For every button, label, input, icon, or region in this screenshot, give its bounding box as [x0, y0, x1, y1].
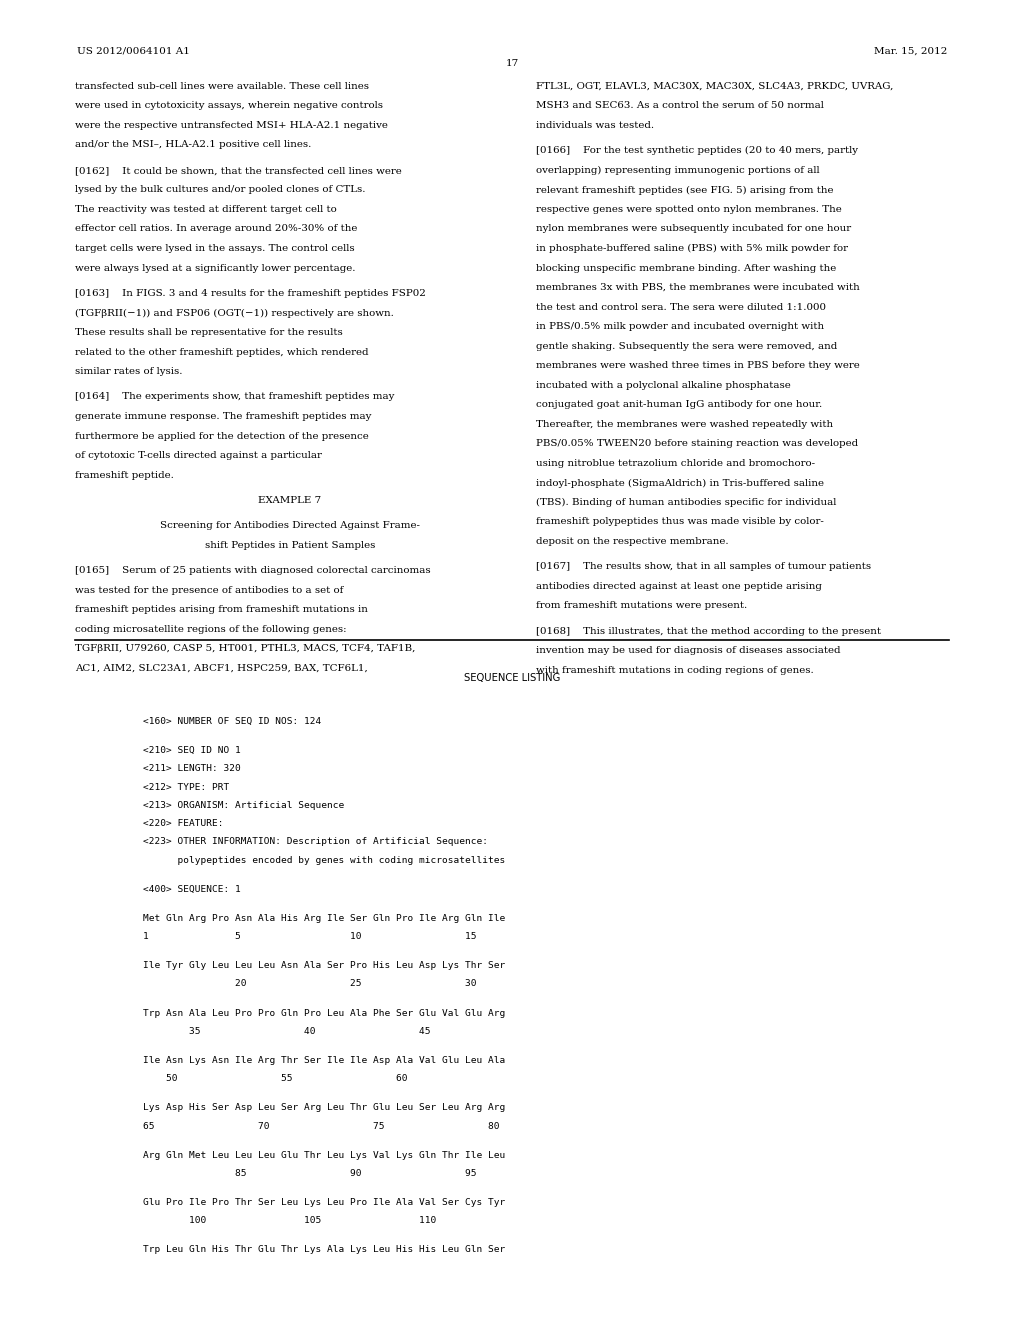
Text: [0162]    It could be shown, that the transfected cell lines were: [0162] It could be shown, that the trans…: [75, 166, 401, 174]
Text: individuals was tested.: individuals was tested.: [536, 121, 653, 129]
Text: respective genes were spotted onto nylon membranes. The: respective genes were spotted onto nylon…: [536, 205, 842, 214]
Text: frameshift peptides arising from frameshift mutations in: frameshift peptides arising from framesh…: [75, 606, 368, 614]
Text: effector cell ratios. In average around 20%-30% of the: effector cell ratios. In average around …: [75, 224, 357, 234]
Text: <160> NUMBER OF SEQ ID NOS: 124: <160> NUMBER OF SEQ ID NOS: 124: [143, 717, 322, 726]
Text: 35                  40                  45: 35 40 45: [143, 1027, 431, 1036]
Text: MSH3 and SEC63. As a control the serum of 50 normal: MSH3 and SEC63. As a control the serum o…: [536, 102, 823, 111]
Text: relevant frameshift peptides (see FIG. 5) arising from the: relevant frameshift peptides (see FIG. 5…: [536, 185, 834, 194]
Text: shift Peptides in Patient Samples: shift Peptides in Patient Samples: [205, 541, 375, 550]
Text: frameshift peptide.: frameshift peptide.: [75, 471, 174, 479]
Text: conjugated goat anit-human IgG antibody for one hour.: conjugated goat anit-human IgG antibody …: [536, 400, 822, 409]
Text: in PBS/0.5% milk powder and incubated overnight with: in PBS/0.5% milk powder and incubated ov…: [536, 322, 823, 331]
Text: deposit on the respective membrane.: deposit on the respective membrane.: [536, 537, 728, 546]
Text: EXAMPLE 7: EXAMPLE 7: [258, 496, 322, 506]
Text: TGFβRII, U79260, CASP 5, HT001, PTHL3, MACS, TCF4, TAF1B,: TGFβRII, U79260, CASP 5, HT001, PTHL3, M…: [75, 644, 415, 653]
Text: <210> SEQ ID NO 1: <210> SEQ ID NO 1: [143, 746, 241, 755]
Text: 85                  90                  95: 85 90 95: [143, 1170, 477, 1177]
Text: [0165]    Serum of 25 patients with diagnosed colorectal carcinomas: [0165] Serum of 25 patients with diagnos…: [75, 566, 430, 576]
Text: and/or the MSI–, HLA-A2.1 positive cell lines.: and/or the MSI–, HLA-A2.1 positive cell …: [75, 140, 311, 149]
Text: antibodies directed against at least one peptide arising: antibodies directed against at least one…: [536, 582, 821, 591]
Text: Trp Leu Gln His Thr Glu Thr Lys Ala Lys Leu His His Leu Gln Ser: Trp Leu Gln His Thr Glu Thr Lys Ala Lys …: [143, 1245, 506, 1254]
Text: similar rates of lysis.: similar rates of lysis.: [75, 367, 182, 376]
Text: [0163]    In FIGS. 3 and 4 results for the frameshift peptides FSP02: [0163] In FIGS. 3 and 4 results for the …: [75, 289, 426, 298]
Text: [0164]    The experiments show, that frameshift peptides may: [0164] The experiments show, that frames…: [75, 392, 394, 401]
Text: 17: 17: [506, 59, 518, 69]
Text: (TBS). Binding of human antibodies specific for individual: (TBS). Binding of human antibodies speci…: [536, 498, 836, 507]
Text: with frameshift mutations in coding regions of genes.: with frameshift mutations in coding regi…: [536, 667, 813, 675]
Text: Arg Gln Met Leu Leu Leu Glu Thr Leu Lys Val Lys Gln Thr Ile Leu: Arg Gln Met Leu Leu Leu Glu Thr Leu Lys …: [143, 1151, 506, 1160]
Text: Screening for Antibodies Directed Against Frame-: Screening for Antibodies Directed Agains…: [160, 521, 420, 531]
Text: SEQUENCE LISTING: SEQUENCE LISTING: [464, 673, 560, 684]
Text: <211> LENGTH: 320: <211> LENGTH: 320: [143, 764, 241, 774]
Text: nylon membranes were subsequently incubated for one hour: nylon membranes were subsequently incuba…: [536, 224, 851, 234]
Text: 1               5                   10                  15: 1 5 10 15: [143, 932, 477, 941]
Text: These results shall be representative for the results: These results shall be representative fo…: [75, 327, 342, 337]
Text: was tested for the presence of antibodies to a set of: was tested for the presence of antibodie…: [75, 586, 343, 595]
Text: were the respective untransfected MSI+ HLA-A2.1 negative: were the respective untransfected MSI+ H…: [75, 121, 388, 129]
Text: membranes 3x with PBS, the membranes were incubated with: membranes 3x with PBS, the membranes wer…: [536, 282, 859, 292]
Text: <220> FEATURE:: <220> FEATURE:: [143, 820, 224, 828]
Text: Ile Asn Lys Asn Ile Arg Thr Ser Ile Ile Asp Ala Val Glu Leu Ala: Ile Asn Lys Asn Ile Arg Thr Ser Ile Ile …: [143, 1056, 506, 1065]
Text: <400> SEQUENCE: 1: <400> SEQUENCE: 1: [143, 884, 241, 894]
Text: 65                  70                  75                  80: 65 70 75 80: [143, 1122, 500, 1130]
Text: frameshift polypeptides thus was made visible by color-: frameshift polypeptides thus was made vi…: [536, 517, 823, 527]
Text: <223> OTHER INFORMATION: Description of Artificial Sequence:: <223> OTHER INFORMATION: Description of …: [143, 837, 488, 846]
Text: invention may be used for diagnosis of diseases associated: invention may be used for diagnosis of d…: [536, 647, 840, 656]
Text: transfected sub-cell lines were available. These cell lines: transfected sub-cell lines were availabl…: [75, 82, 369, 91]
Text: Thereafter, the membranes were washed repeatedly with: Thereafter, the membranes were washed re…: [536, 420, 833, 429]
Text: [0167]    The results show, that in all samples of tumour patients: [0167] The results show, that in all sam…: [536, 562, 870, 572]
Text: 50                  55                  60: 50 55 60: [143, 1074, 408, 1084]
Text: AC1, AIM2, SLC23A1, ABCF1, HSPC259, BAX, TCF6L1,: AC1, AIM2, SLC23A1, ABCF1, HSPC259, BAX,…: [75, 664, 368, 673]
Text: blocking unspecific membrane binding. After washing the: blocking unspecific membrane binding. Af…: [536, 264, 836, 272]
Text: Mar. 15, 2012: Mar. 15, 2012: [873, 46, 947, 55]
Text: Lys Asp His Ser Asp Leu Ser Arg Leu Thr Glu Leu Ser Leu Arg Arg: Lys Asp His Ser Asp Leu Ser Arg Leu Thr …: [143, 1104, 506, 1113]
Text: overlapping) representing immunogenic portions of all: overlapping) representing immunogenic po…: [536, 166, 819, 176]
Text: incubated with a polyclonal alkaline phosphatase: incubated with a polyclonal alkaline pho…: [536, 380, 791, 389]
Text: coding microsatellite regions of the following genes:: coding microsatellite regions of the fol…: [75, 624, 346, 634]
Text: (TGFβRII(−1)) and FSP06 (OGT(−1)) respectively are shown.: (TGFβRII(−1)) and FSP06 (OGT(−1)) respec…: [75, 309, 393, 318]
Text: from frameshift mutations were present.: from frameshift mutations were present.: [536, 602, 746, 610]
Text: [0168]    This illustrates, that the method according to the present: [0168] This illustrates, that the method…: [536, 627, 881, 636]
Text: Ile Tyr Gly Leu Leu Leu Asn Ala Ser Pro His Leu Asp Lys Thr Ser: Ile Tyr Gly Leu Leu Leu Asn Ala Ser Pro …: [143, 961, 506, 970]
Text: polypeptides encoded by genes with coding microsatellites: polypeptides encoded by genes with codin…: [143, 855, 506, 865]
Text: Glu Pro Ile Pro Thr Ser Leu Lys Leu Pro Ile Ala Val Ser Cys Tyr: Glu Pro Ile Pro Thr Ser Leu Lys Leu Pro …: [143, 1199, 506, 1206]
Text: 100                 105                 110: 100 105 110: [143, 1216, 436, 1225]
Text: [0166]    For the test synthetic peptides (20 to 40 mers, partly: [0166] For the test synthetic peptides (…: [536, 147, 857, 156]
Text: <213> ORGANISM: Artificial Sequence: <213> ORGANISM: Artificial Sequence: [143, 801, 345, 810]
Text: US 2012/0064101 A1: US 2012/0064101 A1: [77, 46, 189, 55]
Text: were used in cytotoxicity assays, wherein negative controls: were used in cytotoxicity assays, wherei…: [75, 102, 383, 111]
Text: in phosphate-buffered saline (PBS) with 5% milk powder for: in phosphate-buffered saline (PBS) with …: [536, 244, 848, 253]
Text: of cytotoxic T-cells directed against a particular: of cytotoxic T-cells directed against a …: [75, 451, 322, 461]
Text: The reactivity was tested at different target cell to: The reactivity was tested at different t…: [75, 205, 337, 214]
Text: Trp Asn Ala Leu Pro Pro Gln Pro Leu Ala Phe Ser Glu Val Glu Arg: Trp Asn Ala Leu Pro Pro Gln Pro Leu Ala …: [143, 1008, 506, 1018]
Text: PBS/0.05% TWEEN20 before staining reaction was developed: PBS/0.05% TWEEN20 before staining reacti…: [536, 440, 858, 449]
Text: Met Gln Arg Pro Asn Ala His Arg Ile Ser Gln Pro Ile Arg Gln Ile: Met Gln Arg Pro Asn Ala His Arg Ile Ser …: [143, 913, 506, 923]
Text: target cells were lysed in the assays. The control cells: target cells were lysed in the assays. T…: [75, 244, 354, 253]
Text: related to the other frameshift peptides, which rendered: related to the other frameshift peptides…: [75, 347, 369, 356]
Text: generate immune response. The frameshift peptides may: generate immune response. The frameshift…: [75, 412, 371, 421]
Text: FTL3L, OGT, ELAVL3, MAC30X, MAC30X, SLC4A3, PRKDC, UVRAG,: FTL3L, OGT, ELAVL3, MAC30X, MAC30X, SLC4…: [536, 82, 893, 91]
Text: using nitroblue tetrazolium chloride and bromochoro-: using nitroblue tetrazolium chloride and…: [536, 459, 815, 467]
Text: <212> TYPE: PRT: <212> TYPE: PRT: [143, 783, 229, 792]
Text: indoyl-phosphate (SigmaAldrich) in Tris-buffered saline: indoyl-phosphate (SigmaAldrich) in Tris-…: [536, 478, 823, 487]
Text: gentle shaking. Subsequently the sera were removed, and: gentle shaking. Subsequently the sera we…: [536, 342, 837, 351]
Text: furthermore be applied for the detection of the presence: furthermore be applied for the detection…: [75, 432, 369, 441]
Text: lysed by the bulk cultures and/or pooled clones of CTLs.: lysed by the bulk cultures and/or pooled…: [75, 185, 366, 194]
Text: membranes were washed three times in PBS before they were: membranes were washed three times in PBS…: [536, 362, 859, 370]
Text: were always lysed at a significantly lower percentage.: were always lysed at a significantly low…: [75, 264, 355, 272]
Text: the test and control sera. The sera were diluted 1:1.000: the test and control sera. The sera were…: [536, 302, 825, 312]
Text: 20                  25                  30: 20 25 30: [143, 979, 477, 989]
